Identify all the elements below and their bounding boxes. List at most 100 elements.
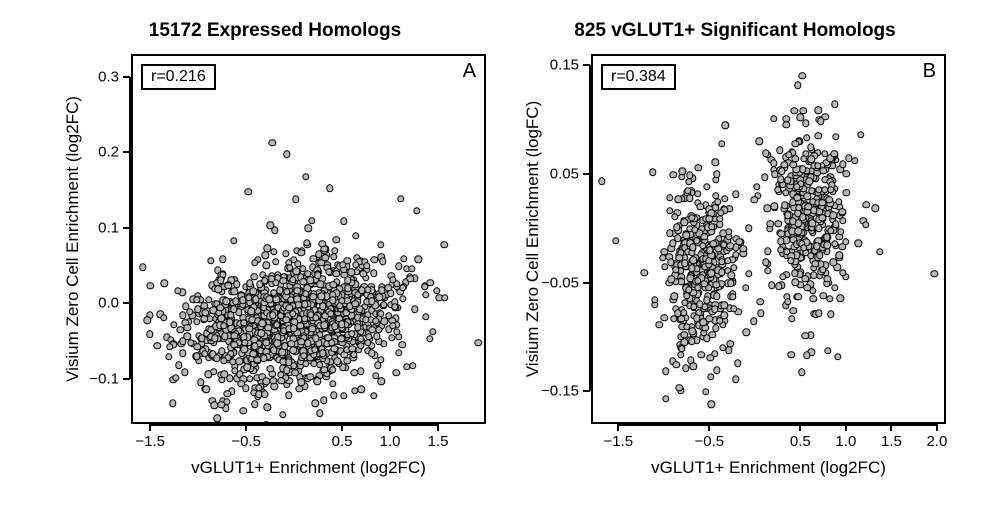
scatter-point [673,361,680,368]
scatter-point [302,360,309,367]
scatter-point [831,284,838,291]
scatter-point [329,380,336,387]
scatter-point [399,295,406,302]
scatter-point [713,293,720,300]
x-tick [845,424,847,431]
x-tick [245,424,247,431]
x-tick-label: −0.5 [231,433,261,450]
x-tick-label: −1.5 [135,433,165,450]
scatter-point [817,118,824,125]
scatter-point [160,280,167,287]
scatter-point [783,121,790,128]
y-tick [583,282,590,284]
figure: 15172 Expressed Homologsr=0.216A−1.5−0.5… [0,0,1000,517]
panel-A: 15172 Expressed Homologsr=0.216A−1.5−0.5… [56,20,494,492]
scatter-point [734,360,741,367]
correlation-box: r=0.384 [601,64,676,90]
scatter-point [264,403,271,410]
scatter-point [862,221,869,228]
scatter-point [790,307,797,314]
scatter-point [784,298,791,305]
scatter-point [724,257,731,264]
scatter-point [782,189,789,196]
scatter-point [721,195,728,202]
panel-B: 825 vGLUT1+ Significant Homologs r=0.384B… [516,20,954,492]
scatter-point [230,237,237,244]
scatter-point [411,306,418,313]
x-tick [617,424,619,431]
scatter-point [160,314,167,321]
scatter-point [839,161,846,168]
scatter-point [688,337,695,344]
scatter-point [669,240,676,247]
panel-title: 825 vGLUT1+ Significant Homologs [516,20,954,42]
scatter-point [757,309,764,316]
panel-title: 15172 Expressed Homologs [56,20,494,42]
y-tick-label: −0.05 [541,274,579,291]
scatter-point [379,258,386,265]
scatter-point [371,256,378,263]
scatter-point [441,241,448,248]
scatter-point [871,205,878,212]
scatter-point [350,351,357,358]
scatter-point [788,315,795,322]
x-tick [149,424,151,431]
scatter-point [433,287,440,294]
panel-letter: A [463,60,476,83]
plot-outer: r=0.216A−1.5−0.50.51.01.5vGLUT1+ Enrichm… [56,44,494,492]
scatter-point [422,313,429,320]
x-tick [389,424,391,431]
scatter-point [262,252,269,259]
scatter-point [669,171,676,178]
scatter-point [395,349,402,356]
scatter-point [333,270,340,277]
scatter-point [816,252,823,259]
x-tick-label: −1.5 [603,433,633,450]
scatter-point [745,224,752,231]
scatter-point [694,190,701,197]
scatter-point [666,194,673,201]
scatter-point [340,392,347,399]
scatter-point [314,378,321,385]
scatter-point [322,254,329,261]
scatter-point [169,400,176,407]
scatter-point [803,134,810,141]
scatter-point [640,269,647,276]
scatter-point [839,217,846,224]
scatter-point [770,115,777,122]
scatter-point [395,262,402,269]
scatter-point [378,377,385,384]
scatter-point [788,351,795,358]
scatter-point [165,353,172,360]
scatter-point [775,283,782,290]
scatter-point [727,280,734,287]
scatter-point [671,213,678,220]
x-tick-label: 1.0 [380,433,401,450]
scatter-point [826,295,833,302]
scatter-point [753,183,760,190]
scatter-point [240,407,247,414]
y-axis-label: Visium Zero Cell Enrichment (logFC) [523,101,543,377]
scatter-point [745,270,752,277]
scatter-point [778,167,785,174]
scatter-point [764,267,771,274]
scatter-point [305,224,312,231]
plot-area: r=0.384B [591,54,946,424]
scatter-point [661,314,668,321]
scatter-point [374,362,381,369]
scatter-point [377,241,384,248]
scatter-point [832,220,839,227]
x-axis-label: vGLUT1+ Enrichment (log2FC) [191,458,426,478]
scatter-point [799,72,806,79]
scatter-point [331,247,338,254]
scatter-point [251,259,258,266]
scatter-point [279,411,286,418]
scatter-point [814,106,821,113]
y-tick [583,64,590,66]
scatter-point [144,317,151,324]
scatter-point [725,347,732,354]
scatter-point [399,284,406,291]
scatter-point [800,107,807,114]
x-tick [890,424,892,431]
scatter-point [214,414,221,421]
